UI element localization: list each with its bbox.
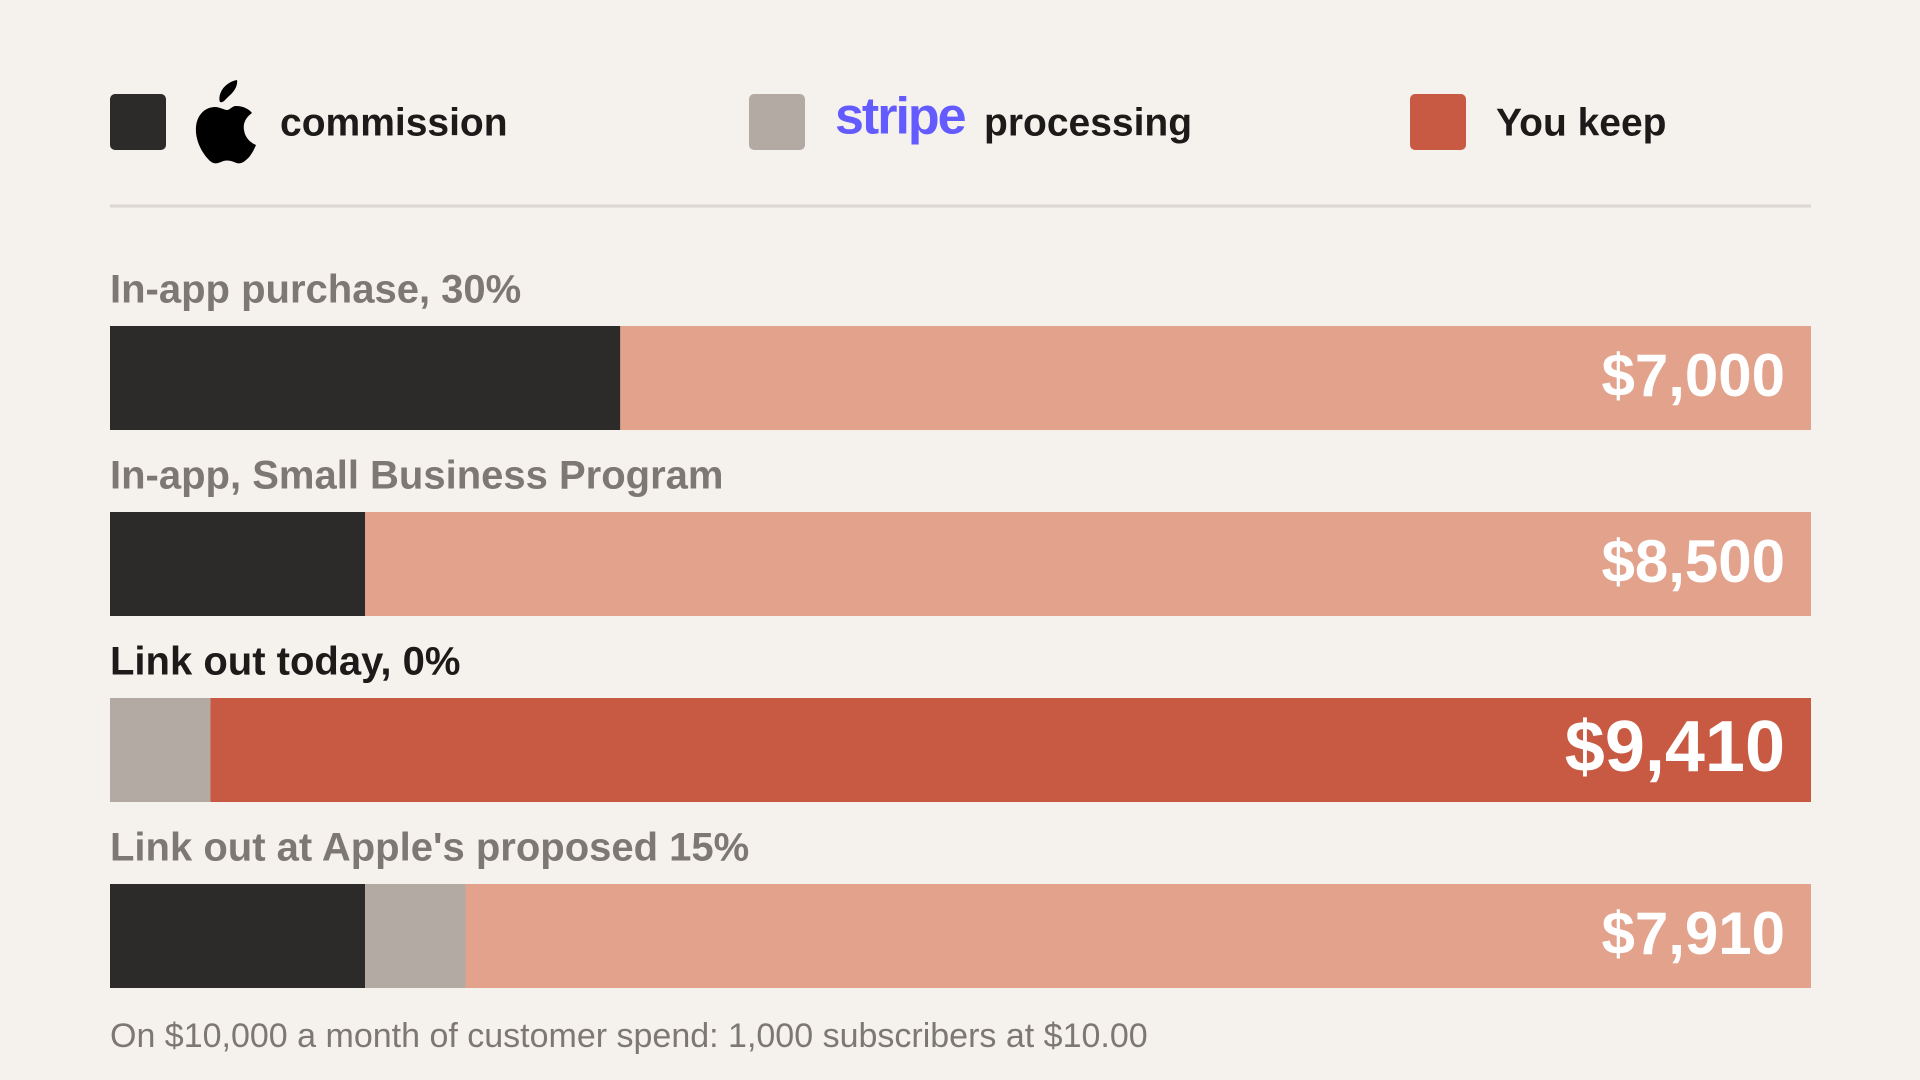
bar-segment [465, 884, 1811, 988]
legend-label: commission [280, 101, 508, 144]
legend-label: processing [984, 101, 1192, 144]
bar-segment [210, 698, 1811, 802]
bar-segment [110, 884, 366, 988]
legend-swatch [749, 94, 805, 150]
footnote: On $10,000 a month of customer spend: 1,… [110, 1017, 1148, 1055]
bar-segment [365, 884, 466, 988]
row-label: In-app purchase, 30% [110, 268, 521, 312]
bar-segment [110, 698, 211, 802]
bar-segment [365, 512, 1811, 616]
legend-brand: stripe [835, 88, 966, 146]
value-label: $7,000 [1601, 342, 1785, 409]
bar-segment [620, 326, 1811, 430]
legend-swatch [1410, 94, 1466, 150]
legend-label: You keep [1496, 101, 1667, 144]
row-label: Link out today, 0% [110, 640, 460, 684]
value-label: $7,910 [1601, 900, 1785, 967]
row-label: In-app, Small Business Program [110, 454, 724, 498]
row-label: Link out at Apple's proposed 15% [110, 826, 749, 870]
apple-logo [195, 80, 256, 164]
bar-segment [110, 512, 366, 616]
value-label: $9,410 [1565, 707, 1785, 787]
value-label: $8,500 [1601, 528, 1785, 595]
bar-segment [110, 326, 621, 430]
legend-swatch [110, 94, 166, 150]
